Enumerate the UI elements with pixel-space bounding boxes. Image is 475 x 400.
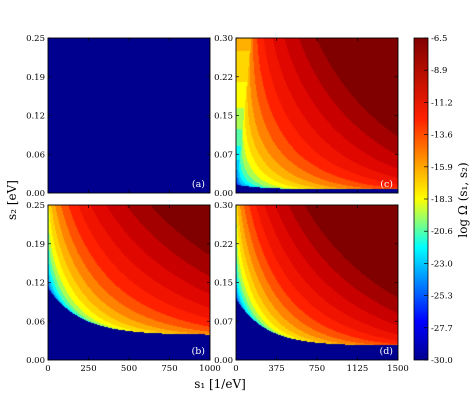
x-tick-label-d: 1125 <box>347 364 369 374</box>
panels-group: (a) 0.00 0.06 0.12 0.19 0.25 (c) 0.00 0.07 0.15 0.… <box>26 34 409 374</box>
panel-label-d: (d) <box>380 346 394 357</box>
y-tick-label-c: 0.30 <box>214 34 233 44</box>
y-tick-label-a: 0.25 <box>26 34 45 44</box>
x-tick-label-d: 750 <box>309 364 325 374</box>
y-tick-label-d: 0.00 <box>214 356 233 366</box>
panel-c: (c) 0.00 0.07 0.15 0.22 0.30 <box>214 34 399 199</box>
y-tick-label-d: 0.30 <box>214 201 233 211</box>
panel-b: (b) 0.00 0.06 0.12 0.19 0.25 0 250 500 750 1000 <box>26 201 221 374</box>
colorbar: -6.5 -8.9 -11.2 -13.6 -15.9 -18.3 -20.6 -23.0 -2… <box>413 34 470 366</box>
colorbar-ticks: -6.5 -8.9 -11.2 -13.6 -15.9 -18.3 -20.6 -23.0 -2… <box>424 34 453 366</box>
colorbar-tick-label: -11.2 <box>431 98 453 108</box>
x-tick-label-b: 250 <box>80 364 96 374</box>
colorbar-tick-label: -6.5 <box>431 34 447 44</box>
y-tick-label-b: 0.12 <box>26 279 45 289</box>
x-axis-label: s₁ [1/eV] <box>194 377 246 391</box>
y-tick-label-a: 0.06 <box>26 150 45 160</box>
y-tick-label-a: 0.12 <box>26 112 45 122</box>
x-tick-label-d: 1500 <box>387 364 409 374</box>
colorbar-tick-label: -15.9 <box>431 163 453 173</box>
contour-raster-b <box>48 205 210 360</box>
y-tick-label-b: 0.19 <box>26 240 45 250</box>
y-tick-label-c: 0.07 <box>214 150 233 160</box>
y-tick-label-c: 0.15 <box>214 112 233 122</box>
colorbar-label: log Ω (s₁, s₂) <box>456 162 470 237</box>
y-tick-label-a: 0.00 <box>26 189 45 199</box>
y-tick-label-b: 0.06 <box>26 317 45 327</box>
contour-raster-d <box>236 205 398 360</box>
y-tick-label-a: 0.19 <box>26 73 45 83</box>
y-tick-label-d: 0.22 <box>214 240 233 250</box>
colorbar-tick-label: -8.9 <box>431 66 447 76</box>
y-tick-label-d: 0.07 <box>214 317 233 327</box>
y-tick-label-d: 0.15 <box>214 279 233 289</box>
colorbar-tick-label: -18.3 <box>431 195 453 205</box>
contour-raster-c <box>236 38 398 193</box>
panel-label-c: (c) <box>380 179 393 190</box>
y-tick-label-b: 0.25 <box>26 201 45 211</box>
x-tick-label-b: 1000 <box>199 364 221 374</box>
panel-label-b: (b) <box>192 346 206 357</box>
x-tick-label-b: 500 <box>121 364 137 374</box>
x-tick-label-d: 375 <box>268 364 284 374</box>
y-tick-label-c: 0.00 <box>214 189 233 199</box>
panel-d: (d) 0.00 0.07 0.15 0.22 0.30 0 375 750 1125 1500 <box>214 201 409 374</box>
panel-label-a: (a) <box>192 179 205 190</box>
y-tick-label-c: 0.22 <box>214 73 233 83</box>
x-tick-label-b: 0 <box>45 364 50 374</box>
contour-raster-a <box>48 38 210 193</box>
colorbar-tick-label: -30.0 <box>431 356 453 366</box>
colorbar-tick-label: -27.7 <box>431 324 453 334</box>
colorbar-tick-label: -25.3 <box>431 292 453 302</box>
colorbar-tick-label: -13.6 <box>431 131 453 141</box>
colorbar-tick-label: -23.0 <box>431 259 453 269</box>
x-tick-label-b: 750 <box>161 364 177 374</box>
colorbar-tick-label: -20.6 <box>431 227 453 237</box>
y-axis-label: s₂ [eV] <box>5 180 19 220</box>
y-tick-label-b: 0.00 <box>26 356 45 366</box>
x-tick-label-d: 0 <box>233 364 238 374</box>
panel-a: (a) 0.00 0.06 0.12 0.19 0.25 <box>26 34 211 199</box>
